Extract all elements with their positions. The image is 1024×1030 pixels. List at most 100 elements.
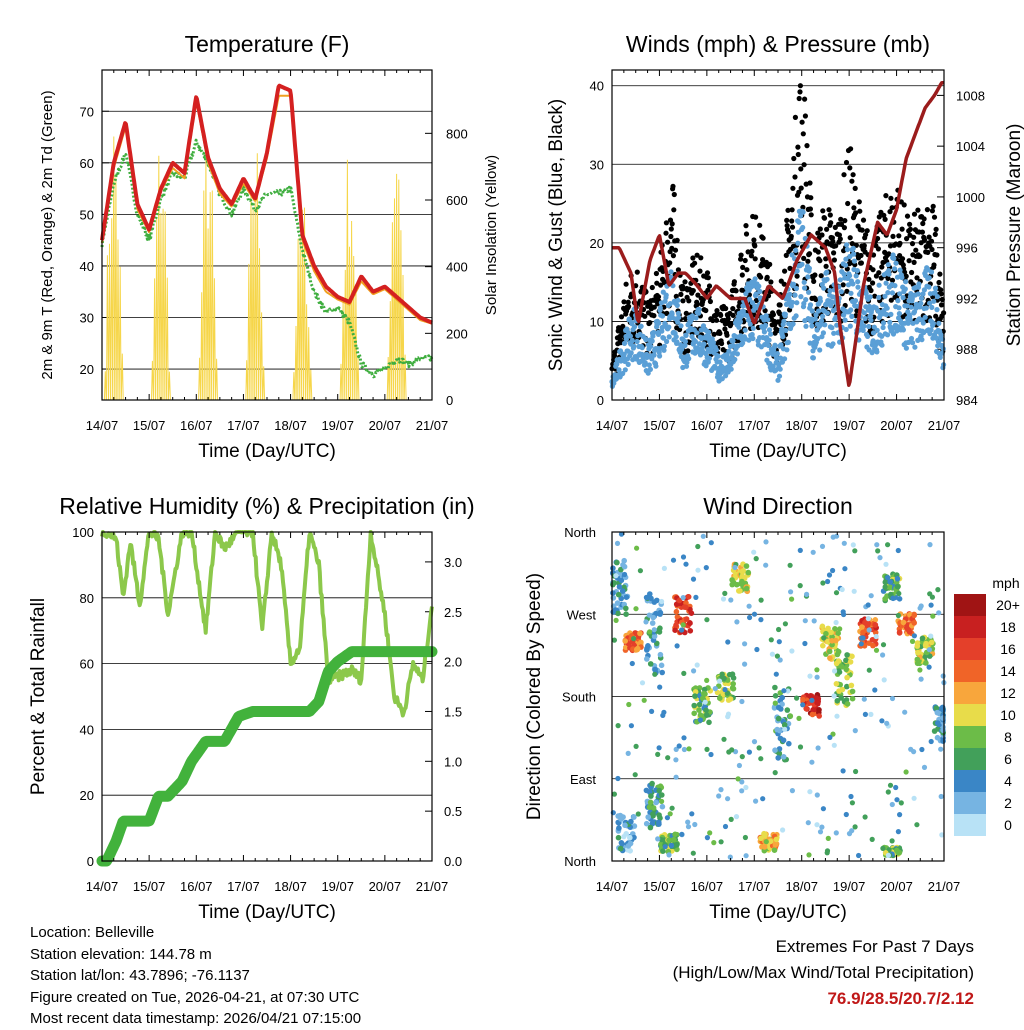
wind-point — [753, 291, 759, 297]
wind-point — [674, 302, 680, 308]
wind-point — [845, 282, 852, 288]
direction-point — [633, 743, 639, 750]
direction-point — [633, 606, 639, 612]
colorbar-swatch — [954, 594, 986, 616]
wind-point — [892, 266, 898, 272]
y-right-tick-label: 2.5 — [444, 605, 462, 620]
wind-point — [866, 323, 872, 330]
direction-point — [810, 549, 816, 555]
direction-point — [931, 728, 938, 734]
direction-point — [742, 834, 749, 841]
station-elevation: Station elevation: 144.78 m — [30, 945, 212, 963]
wind-point — [816, 308, 822, 314]
direction-point — [695, 543, 701, 550]
gust-point — [801, 255, 807, 261]
wind-point — [930, 321, 936, 327]
direction-point — [742, 641, 748, 647]
gust-point — [924, 207, 931, 213]
gust-point — [875, 246, 882, 252]
direction-point — [751, 549, 757, 555]
wind-point — [651, 329, 657, 336]
gust-point — [828, 220, 834, 226]
gust-point — [764, 274, 770, 280]
gust-point — [843, 159, 850, 166]
x-tick-label: 16/07 — [691, 879, 724, 894]
gust-point — [668, 226, 674, 232]
direction-point — [844, 652, 850, 658]
direction-point — [780, 827, 786, 833]
direction-point — [666, 837, 672, 843]
direction-point — [930, 613, 936, 619]
direction-point — [625, 750, 631, 757]
gust-point — [797, 83, 804, 89]
direction-point — [772, 693, 779, 699]
direction-point — [746, 749, 753, 755]
direction-point — [680, 595, 686, 601]
wind-point — [620, 370, 626, 377]
gust-point — [888, 195, 894, 201]
direction-point — [787, 713, 794, 719]
wind-point — [928, 269, 935, 275]
winds-chart: 0 10 20 30 40 984 988 992 996 1000 1004 1008 14/07 15… — [546, 31, 1024, 462]
colorbar-label: 4 — [1004, 773, 1012, 789]
gust-point — [634, 269, 640, 275]
gust-point — [928, 238, 935, 244]
gust-point — [787, 265, 793, 271]
direction-point — [883, 561, 889, 567]
direction-point — [696, 707, 702, 713]
y-right-tick-label: 1008 — [956, 88, 985, 103]
direction-point — [657, 609, 664, 616]
colorbar-swatch — [954, 792, 986, 814]
direction-point — [712, 686, 718, 692]
direction-point — [681, 670, 687, 677]
gust-point — [853, 210, 859, 216]
wind-point — [926, 275, 932, 281]
wind-point — [717, 359, 723, 365]
direction-point — [884, 720, 890, 726]
direction-point — [647, 799, 654, 806]
gust-point — [800, 131, 806, 137]
gust-point — [795, 144, 801, 150]
direction-point — [758, 756, 764, 762]
wind-point — [829, 325, 835, 331]
gust-point — [886, 251, 892, 257]
wind-point — [897, 291, 903, 297]
wind-point — [795, 240, 801, 246]
gust-point — [859, 227, 865, 233]
wind-point — [653, 363, 659, 369]
x-tick-label: 14/07 — [596, 879, 629, 894]
direction-point — [869, 637, 876, 643]
direction-point — [887, 584, 893, 591]
gust-point — [753, 214, 759, 220]
gust-point — [783, 252, 789, 258]
x-tick-label: 21/07 — [416, 879, 449, 894]
wind-point — [824, 310, 831, 316]
x-axis-label: Time (Day/UTC) — [198, 441, 336, 462]
y-right-tick-label: 3.0 — [444, 555, 462, 570]
direction-point — [628, 723, 635, 729]
direction-point — [670, 557, 677, 563]
colorbar-label: 0 — [1004, 817, 1012, 833]
wind-point — [625, 361, 631, 367]
wind-point — [885, 262, 891, 268]
direction-point — [832, 668, 838, 674]
direction-point — [805, 820, 811, 826]
wind-point — [809, 323, 815, 329]
gust-point — [857, 208, 863, 214]
y-tick-label: 80 — [80, 591, 94, 606]
gust-point — [670, 253, 677, 259]
x-axis-label: Time (Day/UTC) — [709, 902, 847, 923]
gust-point — [836, 232, 843, 238]
gust-point — [713, 312, 719, 318]
gust-point — [901, 202, 907, 208]
direction-point — [739, 788, 745, 794]
y-tick-label: South — [562, 690, 596, 705]
wind-point — [776, 373, 783, 379]
direction-point — [836, 688, 842, 694]
extremes-box: Extremes For Past 7 Days (High/Low/Max W… — [673, 934, 974, 1012]
gust-point — [725, 316, 731, 322]
wind-point — [916, 281, 922, 287]
gust-point — [667, 260, 673, 266]
gust-point — [911, 234, 917, 240]
gust-point — [760, 257, 766, 263]
